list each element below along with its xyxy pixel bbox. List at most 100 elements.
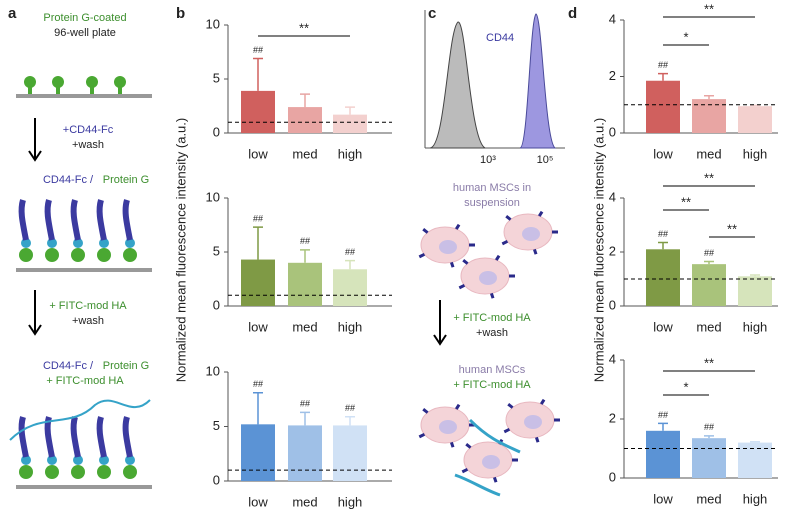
- label: CD44-Fc /: [43, 360, 94, 372]
- label: human MSCs in: [453, 182, 531, 194]
- significance-label: **: [681, 194, 691, 209]
- bar: [288, 107, 322, 133]
- protein-g: [86, 76, 98, 88]
- error-bar: [253, 226, 263, 260]
- y-tick-label: 10: [206, 363, 220, 378]
- bar: [333, 114, 367, 133]
- bar: [288, 425, 322, 481]
- label: Protein G: [103, 360, 149, 372]
- cd44: [44, 416, 55, 458]
- error-bar: [345, 106, 355, 115]
- bar: [738, 442, 772, 478]
- y-tick-label: 4: [609, 189, 616, 204]
- label: +CD44-Fc: [63, 124, 114, 136]
- value-annotation: ##: [253, 45, 263, 55]
- receptor: [534, 436, 540, 443]
- plate: [16, 268, 152, 272]
- receptor: [492, 476, 498, 483]
- y-tick-label: 5: [213, 70, 220, 85]
- x-tick-label: low: [248, 146, 268, 161]
- value-annotation: ##: [300, 236, 310, 246]
- protein-g: [97, 465, 111, 479]
- label: CD44-Fc /: [43, 174, 94, 186]
- receptor: [422, 228, 429, 234]
- value-annotation: ##: [253, 214, 263, 224]
- receptor: [454, 223, 461, 230]
- receptor: [537, 210, 544, 217]
- x-tick-label: med: [292, 146, 317, 161]
- protein-g-stem: [28, 86, 32, 94]
- protein-g: [24, 76, 36, 88]
- value-annotation: ##: [345, 403, 355, 413]
- significance-label: **: [727, 221, 737, 236]
- y-tick-label: 0: [609, 297, 616, 312]
- panel-letter: d: [568, 5, 577, 22]
- label: +wash: [72, 315, 104, 327]
- nucleus: [524, 415, 542, 429]
- error-bar: [253, 391, 263, 425]
- nucleus: [522, 227, 540, 241]
- protein-g: [123, 248, 137, 262]
- receptor: [532, 248, 538, 255]
- bar: [646, 249, 680, 306]
- bar: [738, 276, 772, 306]
- bar: [646, 430, 680, 478]
- bar: [692, 99, 726, 133]
- error-bar: [345, 259, 355, 270]
- panel-letter: a: [8, 5, 17, 22]
- histogram: [429, 21, 486, 149]
- error-bar: [658, 241, 668, 250]
- cd44: [18, 199, 29, 241]
- protein-g: [71, 248, 85, 262]
- receptor: [539, 398, 546, 405]
- bar: [241, 90, 275, 133]
- significance-label: *: [683, 29, 688, 44]
- label: human MSCs: [459, 364, 526, 376]
- receptor: [465, 443, 472, 449]
- protein-g: [97, 248, 111, 262]
- protein-g: [52, 76, 64, 88]
- y-tick-label: 2: [609, 243, 616, 258]
- bar: [646, 80, 680, 133]
- cd44: [70, 199, 81, 241]
- bar: [692, 264, 726, 306]
- protein-g: [114, 76, 126, 88]
- error-bar: [658, 422, 668, 431]
- nucleus: [439, 420, 457, 434]
- protein-g: [71, 465, 85, 479]
- y-tick-label: 2: [609, 410, 616, 425]
- nucleus: [479, 271, 497, 285]
- receptor: [461, 467, 469, 474]
- significance-label: **: [704, 1, 714, 16]
- panel-letter: c: [428, 5, 436, 22]
- y-tick-label: 2: [609, 68, 616, 83]
- protein-g: [45, 248, 59, 262]
- receptor: [454, 403, 461, 410]
- x-tick-label: high: [743, 319, 768, 334]
- bar: [241, 424, 275, 481]
- receptor: [462, 259, 469, 265]
- receptor: [494, 254, 501, 261]
- label: CD44: [486, 32, 514, 44]
- nucleus: [439, 240, 457, 254]
- x-tick-label: med: [292, 494, 317, 509]
- significance-label: **: [704, 355, 714, 370]
- y-tick-label: 5: [213, 243, 220, 258]
- receptor: [507, 403, 514, 409]
- protein-g-stem: [118, 86, 122, 94]
- y-tick-label: 4: [609, 11, 616, 26]
- cd44: [96, 416, 107, 458]
- label: +wash: [72, 139, 104, 151]
- y-axis-title: Normalized mean fluorescence intensity (…: [173, 118, 188, 382]
- protein-g: [45, 465, 59, 479]
- error-bar: [704, 94, 714, 100]
- x-tick-label: high: [338, 146, 363, 161]
- cd44: [44, 199, 55, 241]
- y-tick-label: 0: [213, 124, 220, 139]
- significance-label: **: [704, 170, 714, 185]
- error-bar: [750, 104, 760, 107]
- label: suspension: [464, 197, 520, 209]
- error-bar: [253, 57, 263, 91]
- receptor: [505, 215, 512, 221]
